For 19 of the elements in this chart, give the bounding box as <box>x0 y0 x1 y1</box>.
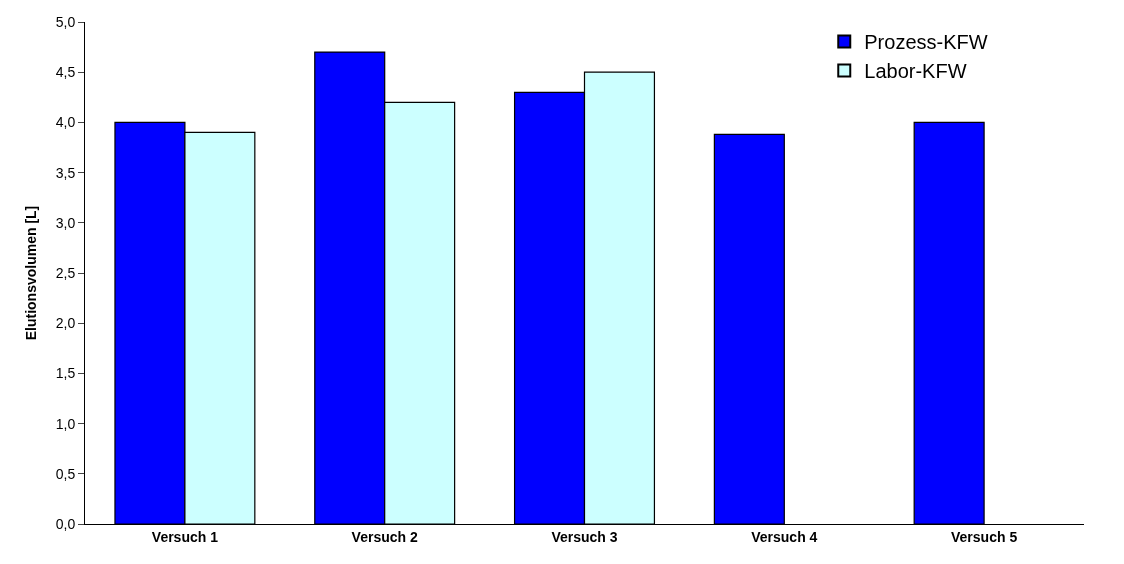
y-tick-label: 0,0 <box>55 515 76 532</box>
y-tick-label: 0,5 <box>55 465 76 482</box>
y-axis-title: Elutionsvolumen [L] <box>23 205 40 341</box>
y-tick-label: 2,5 <box>55 264 76 281</box>
x-tick-label: Versuch 2 <box>351 528 418 545</box>
x-tick-label: Versuch 5 <box>951 528 1018 545</box>
y-tick-label: 1,0 <box>55 415 76 432</box>
x-tick-label: Versuch 1 <box>151 528 219 545</box>
x-tick-label: Versuch 3 <box>551 528 618 545</box>
y-tick-label: 1,5 <box>55 365 76 382</box>
legend-label: Prozess-KFW <box>864 31 988 54</box>
y-tick-label: 3,0 <box>55 214 76 231</box>
x-tick-label: Versuch 4 <box>751 528 818 545</box>
y-tick-label: 5,0 <box>55 13 76 30</box>
legend-label: Labor-KFW <box>864 60 967 83</box>
y-tick-label: 4,5 <box>55 64 76 81</box>
y-tick-label: 2,0 <box>55 315 76 332</box>
y-tick-label: 3,5 <box>55 164 76 181</box>
y-tick-label: 4,0 <box>55 114 76 131</box>
